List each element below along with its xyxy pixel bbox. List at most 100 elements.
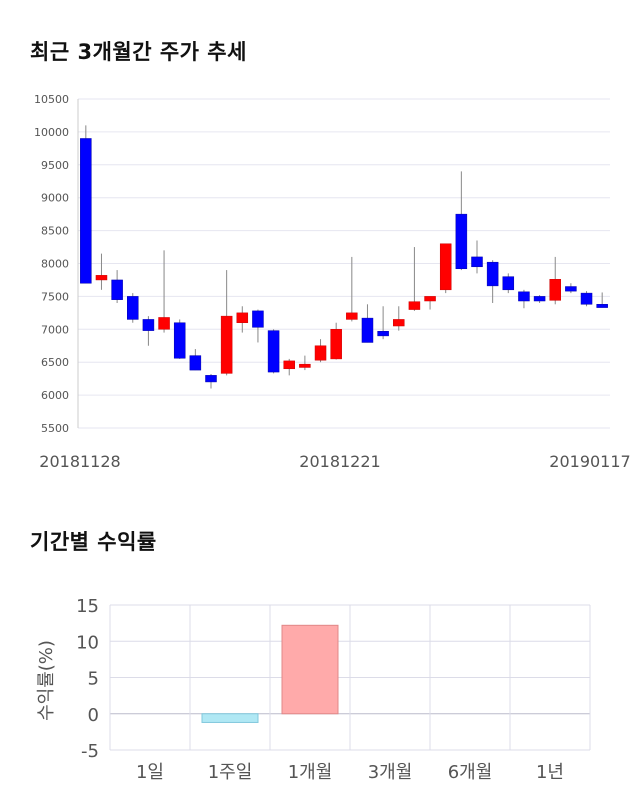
candle (565, 283, 577, 294)
return-bar (281, 624, 339, 715)
y-tick-label: 5500 (41, 422, 69, 435)
candle (439, 243, 452, 294)
candle-body (173, 322, 186, 359)
candle-body (565, 286, 577, 292)
candle (486, 260, 499, 303)
candle-body (346, 312, 358, 320)
candle (455, 171, 468, 271)
candle-body (393, 319, 405, 327)
candle-body (596, 304, 608, 308)
candle-body (283, 360, 295, 370)
candle-body (361, 317, 374, 343)
y-tick-label: 8500 (41, 225, 69, 238)
candle-body (205, 375, 217, 383)
x-tick-label: 20181128 (39, 452, 120, 471)
x-category-label: 6개월 (448, 762, 493, 783)
y-tick-label: 10 (76, 632, 99, 653)
candle (299, 355, 311, 371)
y-tick-label: 6500 (41, 356, 69, 369)
x-category-label: 1년 (536, 762, 564, 783)
candle-body (502, 276, 515, 291)
candlestick-chart: 5500 6000 6500 7000 7500 8000 8500 9000 9500 1000… (34, 93, 631, 471)
candle (236, 306, 249, 333)
candle-body (408, 301, 421, 310)
candle-body (252, 310, 264, 328)
candle (142, 316, 155, 346)
candle (361, 304, 374, 343)
candle (471, 240, 483, 274)
candle (533, 295, 546, 303)
candle (408, 247, 421, 311)
return-bar (201, 713, 259, 723)
candle (393, 306, 405, 331)
candle (111, 270, 123, 303)
x-category-label: 1주일 (208, 762, 253, 783)
candle (346, 256, 358, 322)
candle (252, 309, 264, 343)
y-tick-label: 10000 (34, 126, 69, 139)
candle (220, 270, 233, 376)
candle-body (518, 291, 530, 302)
candle-body (111, 279, 123, 300)
candle-body (549, 279, 561, 301)
candle-body (533, 296, 546, 302)
candle-body (439, 243, 452, 291)
y-tick-label: 5 (88, 669, 99, 690)
y-tick-label: 0 (88, 705, 99, 726)
candle-body (486, 261, 499, 287)
candle-body (377, 331, 389, 337)
x-tick-label: 20181221 (299, 452, 380, 471)
candle (549, 256, 561, 305)
candle-body (299, 363, 311, 368)
candle (205, 374, 217, 389)
candle-body (142, 319, 155, 331)
candle (518, 289, 530, 309)
x-category-label: 1개월 (288, 762, 333, 783)
candle (424, 296, 436, 310)
candle-body (236, 312, 249, 323)
y-axis-label: 수익률(%) (36, 640, 57, 721)
candle (330, 322, 342, 360)
candle-body (80, 138, 92, 284)
candle (502, 273, 515, 294)
x-category-label: 1일 (136, 762, 164, 783)
y-tick-label: 15 (76, 596, 99, 617)
candle-body (158, 317, 170, 330)
candle (95, 253, 108, 290)
candle-body (267, 330, 280, 373)
candle-body (330, 329, 342, 360)
candle (580, 291, 593, 307)
stock-trend-title: 최근 3개월간 주가 추세 (30, 40, 247, 64)
candle-body (189, 355, 202, 371)
candle (377, 306, 389, 340)
candle (189, 349, 202, 371)
candle (314, 339, 327, 363)
returns-title: 기간별 수익률 (30, 530, 157, 554)
y-tick-label: 7500 (41, 290, 69, 303)
candle (158, 250, 170, 333)
y-tick-label: 10500 (34, 93, 69, 106)
candle (596, 292, 608, 308)
candle (283, 358, 295, 376)
candle-body (314, 345, 327, 361)
candle-body (424, 296, 436, 302)
candle-body (127, 296, 139, 320)
y-tick-label: 6000 (41, 389, 69, 402)
candle-body (220, 315, 233, 374)
candle-body (455, 213, 468, 270)
x-category-label: 3개월 (368, 762, 413, 783)
y-tick-label: 7000 (41, 323, 69, 336)
candle-body (471, 256, 483, 268)
candle (80, 125, 92, 284)
candle-body (95, 275, 108, 281)
x-tick-label: 20190117 (549, 452, 630, 471)
candle (173, 319, 186, 359)
y-tick-label: 9500 (41, 159, 69, 172)
y-tick-label: -5 (81, 741, 99, 762)
y-tick-label: 9000 (41, 192, 69, 205)
candle-body (580, 292, 593, 305)
candle (127, 293, 139, 323)
y-tick-label: 8000 (41, 258, 69, 271)
candle (267, 329, 280, 374)
